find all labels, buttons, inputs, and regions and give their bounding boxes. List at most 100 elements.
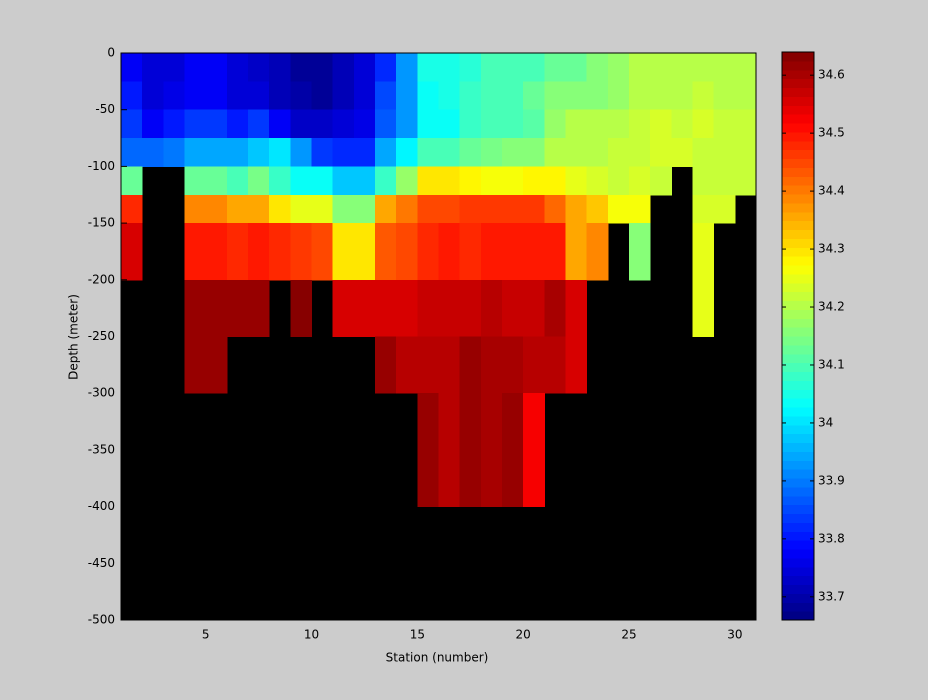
heatmap-cell (396, 81, 418, 111)
heatmap-cell (459, 138, 482, 167)
heatmap-cell (226, 53, 249, 82)
y-tick-label: -300 (88, 386, 115, 400)
heatmap-cell (607, 194, 630, 224)
heatmap-cell (692, 138, 715, 167)
heatmap-cell (565, 166, 588, 196)
heatmap-cell (544, 53, 566, 82)
colorbar-swatch (782, 131, 814, 142)
heatmap-cell (417, 109, 439, 139)
heatmap-cell (438, 109, 461, 139)
colorbar-tick-label: 34.4 (818, 184, 845, 198)
colorbar-swatch (782, 531, 814, 541)
heatmap-cell (586, 194, 609, 224)
heatmap-cell (607, 53, 630, 82)
colorbar-tick-label: 33.7 (818, 589, 845, 603)
colorbar-tick-label: 34.2 (818, 300, 845, 314)
heatmap-cell (184, 194, 207, 224)
heatmap-cell (671, 81, 693, 111)
heatmap-cell (480, 109, 503, 139)
heatmap-cell (502, 109, 524, 139)
heatmap-cell (480, 393, 503, 508)
heatmap-cell (290, 138, 312, 167)
colorbar-swatch (782, 282, 814, 293)
heatmap-cell (650, 138, 672, 167)
colorbar-swatch (782, 96, 814, 106)
colorbar-swatch (782, 460, 814, 470)
colorbar-swatch (782, 123, 814, 133)
heatmap-cell (375, 336, 397, 394)
heatmap-cell (544, 279, 566, 337)
colorbar-swatch (782, 602, 814, 612)
heatmap-cell (269, 194, 291, 224)
colorbar-swatch (782, 256, 814, 266)
colorbar-swatch (782, 229, 814, 239)
heatmap-cell (396, 109, 418, 139)
heatmap-cell (586, 53, 609, 82)
heatmap-cell (290, 81, 312, 111)
heatmap-cell (502, 81, 524, 111)
heatmap-cell (121, 194, 143, 224)
heatmap-cell (163, 53, 185, 82)
heatmap-cell (353, 81, 376, 111)
heatmap-cell (692, 194, 715, 224)
heatmap-cell (459, 336, 482, 394)
heatmap-cell (417, 53, 439, 82)
heatmap-cell (523, 53, 545, 82)
colorbar-swatch (782, 60, 814, 71)
colorbar-swatch (782, 611, 814, 621)
y-tick-label: -50 (95, 102, 115, 116)
heatmap-cell (502, 223, 524, 281)
heatmap-cell (417, 279, 439, 337)
colorbar-swatch (782, 584, 814, 594)
heatmap-cell (565, 223, 588, 281)
colorbar-swatch (782, 309, 814, 319)
heatmap-cell (650, 53, 672, 82)
colorbar-swatch (782, 415, 814, 426)
heatmap-cell (523, 393, 545, 508)
heatmap-cell (417, 138, 439, 167)
heatmap-cell (417, 223, 439, 281)
heatmap-cell (396, 53, 418, 82)
colorbar-swatch (782, 362, 814, 372)
heatmap-cell (523, 166, 545, 196)
heatmap-cell (565, 109, 588, 139)
colorbar-tick-label: 34.6 (818, 68, 845, 82)
heatmap-cell (184, 166, 207, 196)
heatmap-cell (586, 166, 609, 196)
heatmap-cell (142, 53, 164, 82)
colorbar-swatch (782, 327, 814, 337)
heatmap-cell (332, 109, 355, 139)
heatmap-cell (375, 53, 397, 82)
heatmap-cell (205, 81, 228, 111)
x-tick-label: 30 (727, 628, 742, 642)
colorbar-swatch (782, 557, 814, 568)
heatmap-cell (248, 279, 270, 337)
heatmap-cell (121, 53, 143, 82)
heatmap-cell (205, 166, 228, 196)
heatmap-cell (396, 194, 418, 224)
heatmap-cell (586, 223, 609, 281)
heatmap-cell (502, 166, 524, 196)
colorbar-swatch (782, 185, 814, 195)
heatmap-cell (459, 109, 482, 139)
heatmap-cell (311, 81, 334, 111)
heatmap-cell (565, 138, 588, 167)
heatmap-cell (248, 53, 270, 82)
heatmap-cell (502, 393, 524, 508)
heatmap-cell (480, 81, 503, 111)
colorbar-swatch (782, 442, 814, 452)
heatmap-cell (692, 81, 715, 111)
colorbar-swatch (782, 380, 814, 390)
heatmap-cell (375, 81, 397, 111)
colorbar-swatch (782, 300, 814, 310)
heatmap-cell (480, 223, 503, 281)
heatmap-cell (375, 194, 397, 224)
colorbar-swatch (782, 424, 814, 435)
heatmap-cell (417, 166, 439, 196)
heatmap-cell (248, 194, 270, 224)
heatmap-cell (332, 194, 355, 224)
heatmap-cell (184, 53, 207, 82)
heatmap-cell (607, 166, 630, 196)
heatmap-cell (692, 223, 715, 281)
x-tick-label: 15 (410, 628, 425, 642)
